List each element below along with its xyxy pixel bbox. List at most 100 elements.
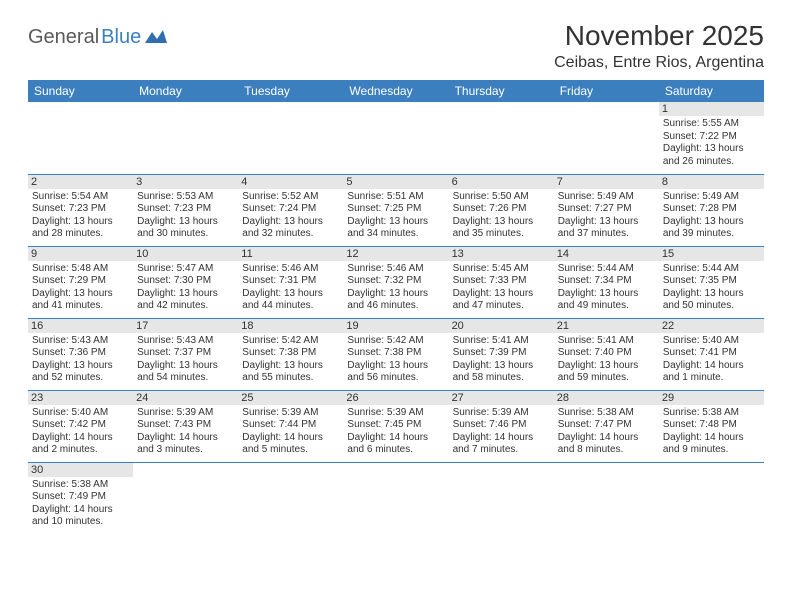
sunrise-text: Sunrise: 5:47 AM bbox=[137, 263, 234, 276]
daylight1-text: Daylight: 13 hours bbox=[242, 288, 339, 301]
sunrise-text: Sunrise: 5:51 AM bbox=[347, 191, 444, 204]
daylight1-text: Daylight: 13 hours bbox=[663, 216, 760, 229]
calendar-cell bbox=[554, 462, 659, 534]
day-number: 11 bbox=[238, 247, 343, 261]
day-number: 27 bbox=[449, 391, 554, 405]
sunrise-text: Sunrise: 5:38 AM bbox=[32, 479, 129, 492]
sunset-text: Sunset: 7:33 PM bbox=[453, 275, 550, 288]
sunrise-text: Sunrise: 5:38 AM bbox=[663, 407, 760, 420]
sunset-text: Sunset: 7:29 PM bbox=[32, 275, 129, 288]
calendar-cell: 26Sunrise: 5:39 AMSunset: 7:45 PMDayligh… bbox=[343, 390, 448, 462]
calendar-cell: 27Sunrise: 5:39 AMSunset: 7:46 PMDayligh… bbox=[449, 390, 554, 462]
sunrise-text: Sunrise: 5:49 AM bbox=[663, 191, 760, 204]
sunset-text: Sunset: 7:37 PM bbox=[137, 347, 234, 360]
sunrise-text: Sunrise: 5:50 AM bbox=[453, 191, 550, 204]
calendar-cell: 22 Sunrise: 5:40 AMSunset: 7:41 PMDayligh… bbox=[659, 318, 764, 390]
sunset-text: Sunset: 7:28 PM bbox=[663, 203, 760, 216]
daylight2-text: and 26 minutes. bbox=[663, 156, 760, 169]
calendar-cell bbox=[238, 102, 343, 174]
daylight1-text: Daylight: 13 hours bbox=[137, 288, 234, 301]
daylight1-text: Daylight: 14 hours bbox=[453, 432, 550, 445]
day-number: 22 bbox=[659, 319, 764, 333]
sunrise-text: Sunrise: 5:40 AM bbox=[32, 407, 129, 420]
daylight2-text: and 44 minutes. bbox=[242, 300, 339, 313]
daylight2-text: and 50 minutes. bbox=[663, 300, 760, 313]
day-number: 1 bbox=[659, 102, 764, 116]
calendar-cell bbox=[554, 102, 659, 174]
sunrise-text: Sunrise: 5:39 AM bbox=[347, 407, 444, 420]
daylight2-text: and 58 minutes. bbox=[453, 372, 550, 385]
sunset-text: Sunset: 7:30 PM bbox=[137, 275, 234, 288]
day-number: 26 bbox=[343, 391, 448, 405]
daylight1-text: Daylight: 13 hours bbox=[558, 360, 655, 373]
calendar-row: 2Sunrise: 5:54 AMSunset: 7:23 PMDaylight… bbox=[28, 174, 764, 246]
sunrise-text: Sunrise: 5:46 AM bbox=[347, 263, 444, 276]
sunrise-text: Sunrise: 5:49 AM bbox=[558, 191, 655, 204]
calendar-cell bbox=[449, 462, 554, 534]
calendar-cell: 23Sunrise: 5:40 AMSunset: 7:42 PMDayligh… bbox=[28, 390, 133, 462]
calendar-cell: 10Sunrise: 5:47 AMSunset: 7:30 PMDayligh… bbox=[133, 246, 238, 318]
day-number: 17 bbox=[133, 319, 238, 333]
calendar-cell: 4Sunrise: 5:52 AMSunset: 7:24 PMDaylight… bbox=[238, 174, 343, 246]
sunset-text: Sunset: 7:25 PM bbox=[347, 203, 444, 216]
daylight1-text: Daylight: 13 hours bbox=[137, 360, 234, 373]
sunrise-text: Sunrise: 5:40 AM bbox=[663, 335, 760, 348]
calendar-cell bbox=[343, 462, 448, 534]
daylight1-text: Daylight: 14 hours bbox=[663, 432, 760, 445]
calendar-cell: 24Sunrise: 5:39 AMSunset: 7:43 PMDayligh… bbox=[133, 390, 238, 462]
calendar-cell bbox=[659, 462, 764, 534]
sunset-text: Sunset: 7:47 PM bbox=[558, 419, 655, 432]
day-number: 6 bbox=[449, 175, 554, 189]
calendar-cell bbox=[449, 102, 554, 174]
sunset-text: Sunset: 7:44 PM bbox=[242, 419, 339, 432]
calendar-cell: 17Sunrise: 5:43 AMSunset: 7:37 PMDayligh… bbox=[133, 318, 238, 390]
daylight2-text: and 5 minutes. bbox=[242, 444, 339, 457]
calendar-body: 1 Sunrise: 5:55 AMSunset: 7:22 PM Daylight… bbox=[28, 102, 764, 534]
day-number: 16 bbox=[28, 319, 133, 333]
daylight1-text: Daylight: 13 hours bbox=[32, 216, 129, 229]
sunrise-text: Sunrise: 5:43 AM bbox=[32, 335, 129, 348]
calendar-cell: 7Sunrise: 5:49 AMSunset: 7:27 PMDaylight… bbox=[554, 174, 659, 246]
sunset-text: Sunset: 7:22 PM bbox=[663, 131, 760, 144]
daylight1-text: Daylight: 13 hours bbox=[32, 288, 129, 301]
sunrise-text: Sunrise: 5:55 AM bbox=[663, 118, 760, 131]
calendar-cell: 1Sunrise: 5:55 AMSunset: 7:22 PMDaylight… bbox=[659, 102, 764, 174]
calendar-cell: 8Sunrise: 5:49 AMSunset: 7:28 PMDaylight… bbox=[659, 174, 764, 246]
daylight1-text: Daylight: 13 hours bbox=[347, 360, 444, 373]
sunset-text: Sunset: 7:35 PM bbox=[663, 275, 760, 288]
title-block: November 2025 Ceibas, Entre Rios, Argent… bbox=[554, 20, 764, 72]
sunset-text: Sunset: 7:36 PM bbox=[32, 347, 129, 360]
calendar-row: 16 Sunrise: 5:43 AMSunset: 7:36 PM Dayligh… bbox=[28, 318, 764, 390]
sunrise-text: Sunrise: 5:41 AM bbox=[558, 335, 655, 348]
daylight2-text: and 42 minutes. bbox=[137, 300, 234, 313]
sunset-text: Sunset: 7:49 PM bbox=[32, 491, 129, 504]
calendar-cell: 19Sunrise: 5:42 AMSunset: 7:38 PMDayligh… bbox=[343, 318, 448, 390]
flag-icon bbox=[145, 29, 167, 45]
sunrise-text: Sunrise: 5:52 AM bbox=[242, 191, 339, 204]
day-number: 13 bbox=[449, 247, 554, 261]
daylight2-text: and 41 minutes. bbox=[32, 300, 129, 313]
daylight1-text: Daylight: 13 hours bbox=[558, 216, 655, 229]
day-number: 20 bbox=[449, 319, 554, 333]
day-number: 28 bbox=[554, 391, 659, 405]
calendar-table: Sunday Monday Tuesday Wednesday Thursday… bbox=[28, 80, 764, 534]
sunset-text: Sunset: 7:40 PM bbox=[558, 347, 655, 360]
daylight1-text: Daylight: 14 hours bbox=[663, 360, 760, 373]
sunset-text: Sunset: 7:42 PM bbox=[32, 419, 129, 432]
calendar-cell: 11Sunrise: 5:46 AMSunset: 7:31 PMDayligh… bbox=[238, 246, 343, 318]
sunrise-text: Sunrise: 5:44 AM bbox=[663, 263, 760, 276]
daylight1-text: Daylight: 13 hours bbox=[242, 216, 339, 229]
daylight2-text: and 6 minutes. bbox=[347, 444, 444, 457]
calendar-cell: 6Sunrise: 5:50 AMSunset: 7:26 PMDaylight… bbox=[449, 174, 554, 246]
day-number: 12 bbox=[343, 247, 448, 261]
daylight1-text: Daylight: 13 hours bbox=[453, 288, 550, 301]
sunset-text: Sunset: 7:41 PM bbox=[663, 347, 760, 360]
weekday-header: Tuesday bbox=[238, 80, 343, 102]
calendar-cell: 14Sunrise: 5:44 AMSunset: 7:34 PMDayligh… bbox=[554, 246, 659, 318]
daylight2-text: and 56 minutes. bbox=[347, 372, 444, 385]
calendar-cell: 28Sunrise: 5:38 AMSunset: 7:47 PMDayligh… bbox=[554, 390, 659, 462]
day-number: 3 bbox=[133, 175, 238, 189]
daylight2-text: and 49 minutes. bbox=[558, 300, 655, 313]
daylight2-text: and 9 minutes. bbox=[663, 444, 760, 457]
calendar-cell: 30Sunrise: 5:38 AMSunset: 7:49 PMDayligh… bbox=[28, 462, 133, 534]
